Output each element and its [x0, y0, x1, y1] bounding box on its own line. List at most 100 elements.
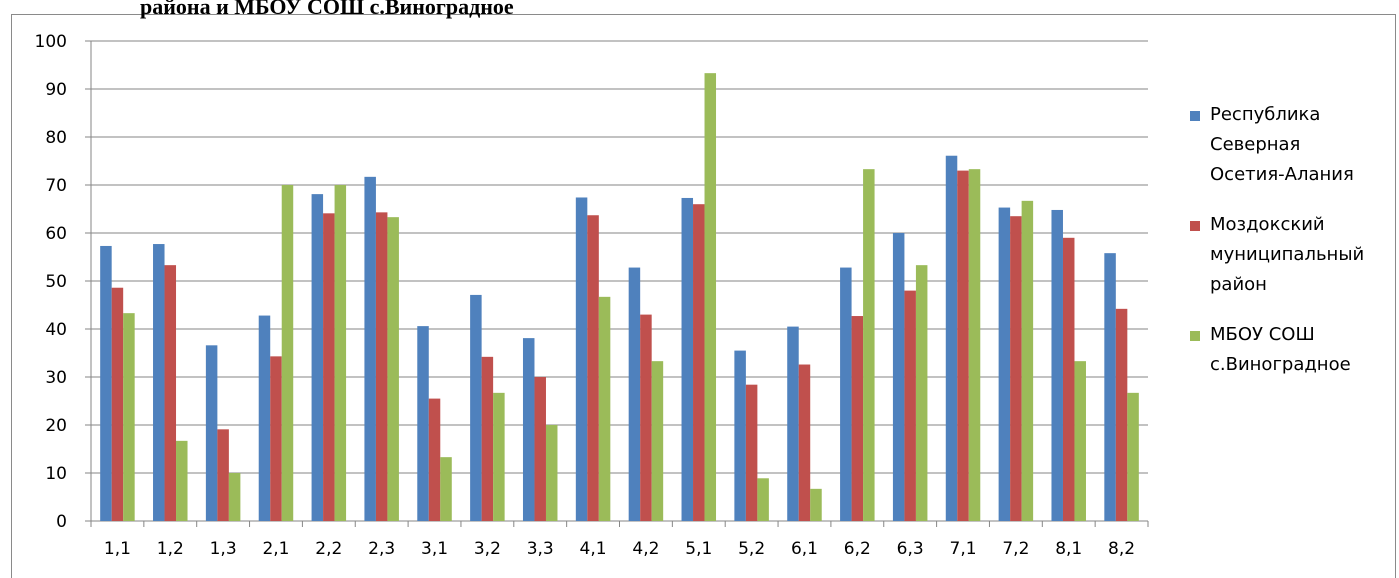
legend-label: с.Виноградное — [1210, 354, 1351, 375]
legend-label: Северная — [1210, 134, 1301, 155]
bar-2-3-2 — [481, 356, 494, 521]
bar-3-2-2 — [334, 185, 347, 521]
x-tick-label: 6,1 — [791, 539, 818, 559]
bar-2-1-2 — [164, 265, 177, 521]
legend-label: район — [1210, 274, 1267, 295]
bar-1-2-3 — [364, 176, 376, 521]
y-tick-label: 70 — [45, 176, 67, 196]
x-tick-label: 8,2 — [1108, 539, 1135, 559]
x-tick-label: 4,2 — [632, 539, 659, 559]
bar-1-2-1 — [258, 315, 271, 521]
bar-1-4-2 — [628, 267, 641, 521]
bar-1-7-1 — [945, 155, 958, 521]
legend-item: Республика Северная Осетия-Алания — [1190, 100, 1390, 190]
bar-1-1-1 — [100, 245, 112, 521]
y-tick-label: 50 — [45, 272, 67, 292]
chart-frame — [11, 14, 1396, 578]
y-tick-label: 80 — [45, 128, 67, 148]
bar-1-3-3 — [522, 338, 535, 521]
bar-1-8-1 — [1051, 209, 1063, 521]
y-tick-label: 100 — [35, 32, 67, 52]
bar-1-7-2 — [998, 207, 1011, 521]
x-tick-label: 2,1 — [262, 539, 289, 559]
y-tick-label: 30 — [45, 368, 67, 388]
legend-item: Моздокский муниципальный район — [1190, 210, 1390, 300]
legend-swatch — [1190, 221, 1200, 231]
x-tick-label: 3,1 — [421, 539, 448, 559]
bar-2-5-2 — [745, 384, 758, 521]
bar-3-3-3 — [545, 425, 558, 521]
x-tick-label: 3,3 — [527, 539, 554, 559]
bar-3-6-2 — [863, 169, 875, 521]
bar-2-4-2 — [640, 314, 652, 521]
bar-2-3-1 — [428, 398, 441, 521]
y-tick-label: 40 — [45, 320, 67, 340]
bar-1-2-2 — [311, 194, 324, 521]
bar-3-2-1 — [281, 185, 294, 521]
bar-1-3-1 — [417, 326, 429, 521]
bar-2-8-2 — [1115, 308, 1128, 521]
bar-2-6-3 — [904, 290, 916, 521]
bar-3-4-1 — [598, 296, 611, 521]
bar-3-7-1 — [968, 169, 981, 521]
y-tick-label: 20 — [45, 416, 67, 436]
bar-1-3-2 — [470, 294, 482, 521]
bar-2-7-1 — [957, 170, 969, 521]
bar-1-1-3 — [205, 345, 218, 521]
bar-2-6-1 — [798, 364, 811, 521]
x-tick-label: 1,1 — [104, 539, 131, 559]
legend-item: МБОУ СОШ с.Виноградное — [1190, 320, 1390, 380]
x-tick-label: 6,2 — [844, 539, 871, 559]
legend-swatch — [1190, 331, 1200, 341]
bar-2-2-2 — [323, 213, 335, 521]
legend-label: Республика — [1210, 104, 1321, 125]
bar-1-6-1 — [787, 326, 799, 521]
legend-swatch — [1190, 111, 1200, 121]
y-tick-label: 60 — [45, 224, 67, 244]
x-tick-label: 4,1 — [580, 539, 607, 559]
chart-title: района и МБОУ СОШ с.Виноградное — [140, 0, 514, 19]
bar-3-2-3 — [387, 217, 399, 521]
y-tick-label: 10 — [45, 464, 67, 484]
x-tick-label: 6,3 — [897, 539, 924, 559]
bar-3-1-3 — [228, 473, 241, 521]
x-tick-label: 7,1 — [950, 539, 977, 559]
x-tick-label: 1,2 — [157, 539, 184, 559]
x-tick-label: 3,2 — [474, 539, 501, 559]
bar-3-1-2 — [176, 440, 188, 521]
x-tick-label: 8,1 — [1055, 539, 1082, 559]
bar-3-3-2 — [493, 392, 505, 521]
bar-2-4-1 — [587, 215, 599, 522]
legend-label: Моздокский — [1210, 214, 1325, 235]
legend-label: Осетия-Алания — [1210, 164, 1354, 185]
bar-1-1-2 — [153, 244, 165, 522]
x-tick-label: 5,2 — [738, 539, 765, 559]
bar-3-6-1 — [810, 488, 822, 521]
x-tick-label: 7,2 — [1002, 539, 1029, 559]
bar-2-8-1 — [1062, 237, 1075, 522]
bar-1-4-1 — [575, 197, 588, 522]
x-tick-label: 2,2 — [315, 539, 342, 559]
bar-3-5-1 — [704, 73, 717, 521]
legend-label: МБОУ СОШ — [1210, 324, 1315, 345]
bar-2-3-3 — [534, 377, 546, 521]
legend-label: муниципальный — [1210, 244, 1365, 265]
bar-3-7-2 — [1021, 200, 1034, 521]
bar-3-6-3 — [915, 265, 928, 521]
bar-2-6-2 — [851, 316, 864, 521]
bar-2-5-1 — [693, 204, 705, 521]
bar-2-7-2 — [1010, 216, 1022, 521]
bar-1-6-2 — [840, 267, 852, 521]
bar-2-2-3 — [375, 212, 388, 522]
bar-3-8-2 — [1127, 392, 1139, 521]
bar-1-8-2 — [1104, 253, 1116, 521]
bar-2-2-1 — [270, 356, 282, 521]
bar-1-5-1 — [681, 197, 694, 521]
y-tick-label: 0 — [56, 512, 67, 532]
bar-3-1-1 — [123, 313, 135, 521]
y-tick-label: 90 — [45, 80, 67, 100]
bar-2-1-3 — [217, 429, 229, 521]
bar-3-3-1 — [440, 457, 452, 521]
